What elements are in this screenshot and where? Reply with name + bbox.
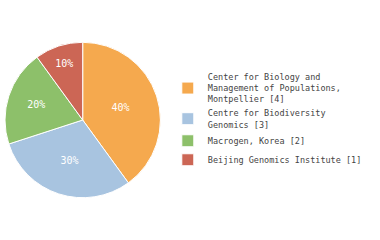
svg-text:Centre for BiodiversityGenomic: Centre for BiodiversityGenomics [3] <box>208 108 326 129</box>
svg-text:40%: 40% <box>112 102 130 113</box>
svg-text:30%: 30% <box>60 155 78 166</box>
svg-text:Center for Biology andManageme: Center for Biology andManagement of Popu… <box>208 72 341 104</box>
svg-text:Beijing Genomics Institute [1]: Beijing Genomics Institute [1] <box>208 155 362 165</box>
svg-text:10%: 10% <box>55 58 73 69</box>
svg-text:20%: 20% <box>27 99 45 110</box>
svg-text:Macrogen, Korea [2]: Macrogen, Korea [2] <box>208 136 305 146</box>
